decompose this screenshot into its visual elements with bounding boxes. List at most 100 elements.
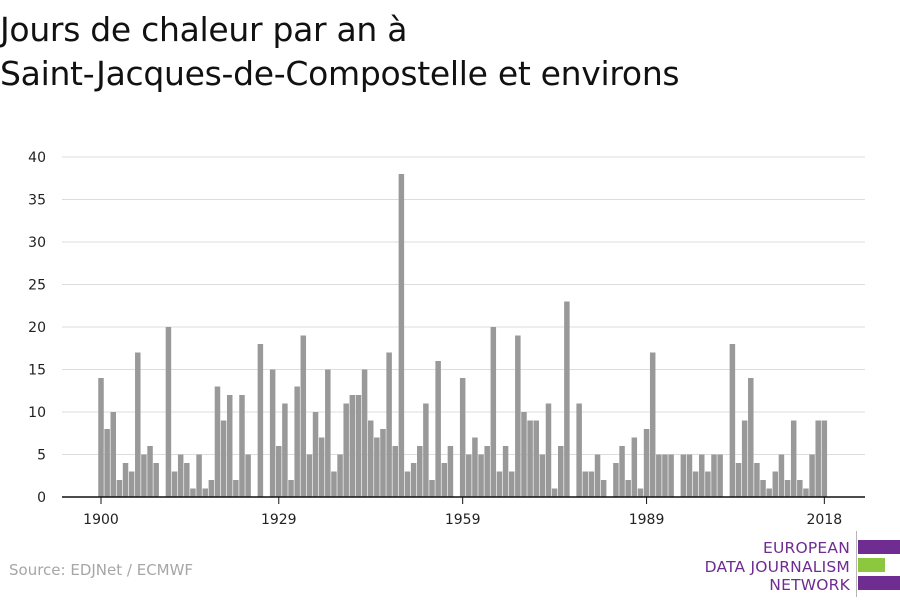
y-tick-label: 35: [28, 193, 46, 209]
bar: [386, 352, 392, 497]
bar: [202, 488, 208, 497]
bar: [128, 471, 135, 497]
bar: [171, 471, 178, 497]
bar: [729, 344, 736, 497]
bar: [361, 369, 368, 497]
bar: [435, 361, 441, 497]
bar: [711, 454, 717, 497]
bar: [619, 446, 625, 497]
bar: [649, 352, 656, 497]
bar: [717, 454, 723, 497]
bar: [564, 301, 570, 497]
bar: [748, 378, 754, 497]
bar: [300, 335, 307, 497]
bar: [815, 420, 821, 497]
bar: [147, 446, 153, 497]
bar: [809, 454, 815, 497]
bar: [380, 429, 386, 497]
bar: [772, 471, 779, 497]
chart-title-line-1: Jours de chaleur par an à: [0, 10, 408, 49]
bar: [135, 352, 141, 497]
bar: [104, 429, 110, 497]
y-tick-label: 40: [28, 150, 46, 166]
bar: [459, 378, 466, 497]
bar: [600, 480, 607, 497]
bar: [613, 463, 619, 497]
bar: [417, 446, 423, 497]
bar: [582, 471, 589, 497]
bar: [141, 454, 147, 497]
bar: [527, 420, 533, 497]
bar: [539, 454, 546, 497]
bar: [398, 174, 405, 497]
bar: [484, 446, 490, 497]
bar: [269, 369, 276, 497]
bar: [521, 412, 527, 497]
bar: [282, 403, 288, 497]
bar: [318, 437, 325, 497]
chart-title: Jours de chaleur par an à Saint-Jacques-…: [0, 8, 680, 96]
bar: [367, 420, 374, 497]
bar: [545, 403, 552, 497]
logo-divider: [856, 531, 857, 597]
bar: [429, 480, 435, 497]
bar: [423, 403, 429, 497]
bar: [784, 480, 791, 497]
chart-title-line-2: Saint-Jacques-de-Compostelle et environs: [0, 54, 680, 93]
bar: [760, 480, 766, 497]
bar: [686, 454, 693, 497]
bar: [766, 488, 772, 497]
bar: [306, 454, 313, 497]
bar: [214, 386, 221, 497]
bar: [288, 480, 294, 497]
bar: [594, 454, 601, 497]
x-tick-label: 1989: [629, 512, 665, 528]
bar: [637, 488, 644, 497]
bar: [257, 344, 264, 497]
bar: [196, 454, 202, 497]
bar: [515, 335, 521, 497]
logo-text-line-1: EUROPEAN: [762, 539, 850, 557]
bar: [797, 480, 803, 497]
y-tick-label: 0: [37, 490, 46, 506]
source-note: Source: EDJNet / ECMWF: [9, 561, 194, 579]
bar: [98, 378, 104, 497]
bar: [239, 395, 245, 497]
bar: [490, 327, 497, 497]
bar: [790, 420, 797, 497]
bar: [392, 446, 398, 497]
bar: [478, 454, 484, 497]
bar: [576, 403, 582, 497]
bar: [276, 446, 282, 497]
logo-text-line-2: DATA JOURNALISM: [704, 558, 850, 576]
bar: [441, 463, 448, 497]
y-tick-label: 15: [28, 363, 46, 379]
bar: [631, 437, 638, 497]
bar: [656, 454, 662, 497]
bar: [331, 471, 337, 497]
bar: [741, 420, 748, 497]
logo-bar-purple-top: [858, 540, 900, 554]
bar: [233, 480, 239, 497]
bar: [184, 463, 190, 497]
logo-bar-green: [858, 558, 885, 572]
y-tick-label: 5: [37, 448, 46, 464]
y-tick-label: 30: [28, 235, 46, 251]
bar: [625, 480, 631, 497]
bar: [778, 454, 785, 497]
x-tick-label: 1959: [445, 512, 481, 528]
bar: [325, 369, 331, 497]
x-tick-label: 2018: [807, 512, 843, 528]
bar: [533, 420, 539, 497]
x-tick-label: 1900: [83, 512, 119, 528]
bar: [116, 480, 123, 497]
bar: [698, 454, 705, 497]
bar: [294, 386, 300, 497]
bar: [190, 488, 196, 497]
logo-text-line-3: NETWORK: [769, 576, 850, 594]
bar: [337, 454, 343, 497]
bar: [692, 471, 699, 497]
logo-bar-purple-bottom: [858, 576, 900, 590]
bar: [153, 463, 159, 497]
bar: [735, 463, 742, 497]
